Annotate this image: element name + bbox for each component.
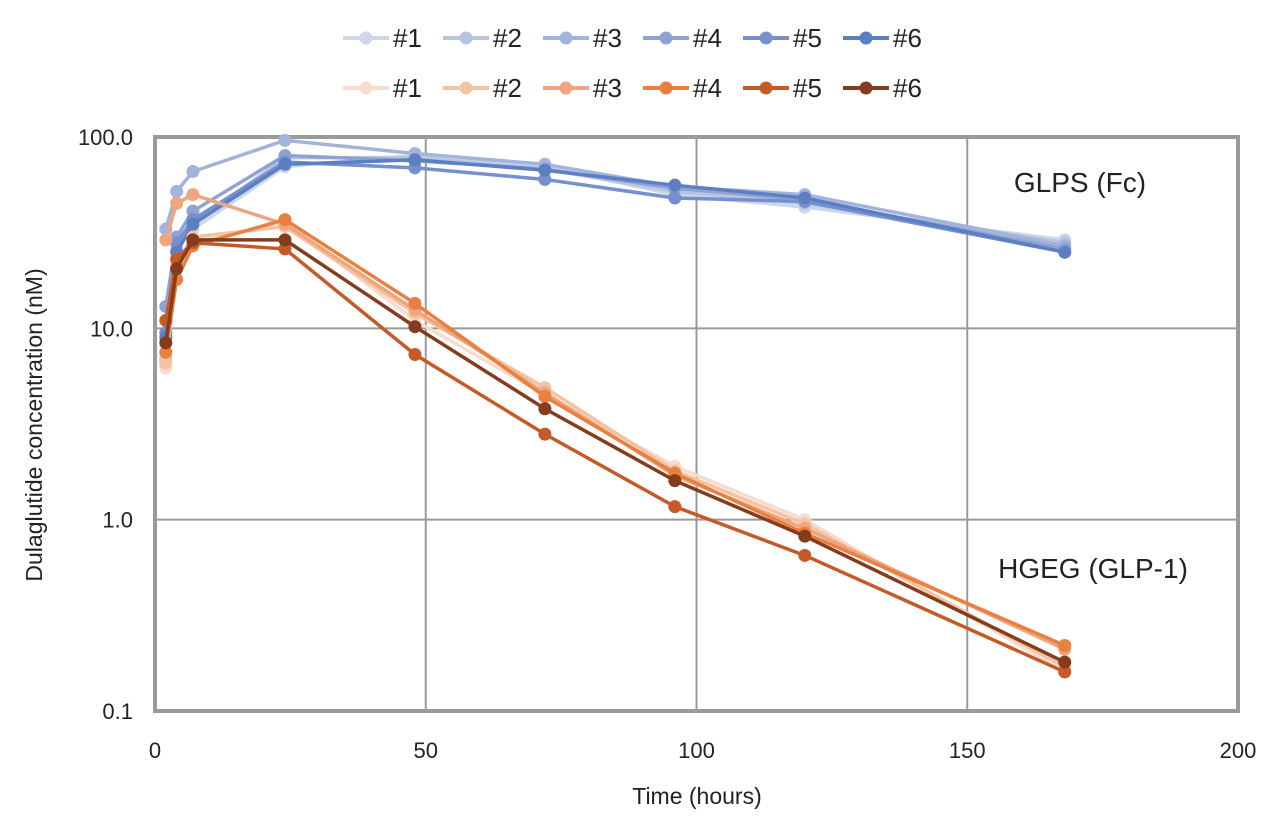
data-point [278, 213, 292, 227]
legend-item-glps-3: #3 [543, 23, 622, 53]
data-point [668, 178, 682, 192]
legend-label: #2 [493, 23, 522, 53]
data-point [668, 500, 682, 514]
series-hgeg-5 [159, 236, 1072, 679]
data-point [186, 217, 200, 231]
legend-item-hgeg-6: #6 [843, 73, 922, 103]
data-point [186, 188, 200, 202]
data-point [408, 296, 422, 310]
series-layer [159, 133, 1072, 679]
legend-item-hgeg-1: #1 [343, 73, 422, 103]
legend-label: #4 [693, 73, 722, 103]
series-line [164, 160, 1066, 333]
data-point [278, 233, 292, 247]
legend: #1 #2 #3 #4 #5 #6 #1 #2 #3 #4 #5 #6 [343, 23, 922, 103]
data-point [538, 402, 552, 416]
y-tick-label: 1.0 [102, 508, 133, 533]
legend-item-glps-5: #5 [743, 23, 822, 53]
legend-swatch-marker [559, 81, 573, 95]
legend-label: #2 [493, 73, 522, 103]
legend-swatch-marker [659, 81, 673, 95]
data-point [408, 320, 422, 334]
data-point [538, 390, 552, 404]
data-point [798, 191, 812, 205]
x-tick-label: 100 [678, 738, 715, 763]
data-point [668, 191, 682, 205]
data-point [668, 474, 682, 488]
grid-lines [155, 137, 1238, 711]
legend-item-hgeg-2: #2 [443, 73, 522, 103]
legend-label: #4 [693, 23, 722, 53]
data-point [159, 233, 173, 247]
legend-item-glps-6: #6 [843, 23, 922, 53]
data-point [408, 153, 422, 167]
series-line [164, 241, 1066, 674]
data-point [186, 233, 200, 247]
legend-item-glps-2: #2 [443, 23, 522, 53]
y-axis: 0.1 1.0 10.0 100.0 [78, 125, 133, 724]
data-point [159, 336, 173, 350]
data-point [170, 196, 184, 210]
data-point [798, 548, 812, 562]
data-point [159, 345, 173, 359]
x-tick-label: 200 [1220, 738, 1257, 763]
y-tick-label: 100.0 [78, 125, 133, 150]
legend-label: #3 [593, 23, 622, 53]
legend-label: #6 [893, 73, 922, 103]
data-point [278, 133, 292, 147]
data-point [1058, 655, 1072, 669]
data-point [186, 165, 200, 179]
legend-swatch-marker [759, 81, 773, 95]
legend-label: #5 [793, 73, 822, 103]
data-point [538, 427, 552, 441]
series-hgeg-6 [159, 233, 1072, 669]
series-line [164, 238, 1066, 664]
plot-frame [153, 135, 1240, 713]
legend-label: #1 [393, 73, 422, 103]
data-point [1058, 245, 1072, 259]
data-point [538, 163, 552, 177]
data-point [159, 356, 173, 370]
data-point [1058, 638, 1072, 652]
data-point [278, 242, 292, 256]
legend-label: #1 [393, 23, 422, 53]
legend-item-hgeg-4: #4 [643, 73, 722, 103]
legend-label: #3 [593, 73, 622, 103]
annotation-hgeg: HGEG (GLP-1) [998, 553, 1188, 584]
legend-item-glps-1: #1 [343, 23, 422, 53]
x-tick-label: 0 [149, 738, 161, 763]
legend-swatch-marker [559, 31, 573, 45]
data-point [170, 184, 184, 198]
x-tick-label: 50 [414, 738, 438, 763]
legend-swatch-marker [759, 31, 773, 45]
x-tick-label: 150 [949, 738, 986, 763]
data-point [798, 529, 812, 543]
y-tick-label: 10.0 [90, 316, 133, 341]
legend-item-glps-4: #4 [643, 23, 722, 53]
x-axis: 0 50 100 150 200 [149, 738, 1256, 763]
legend-swatch-marker [359, 31, 373, 45]
legend-swatch-marker [659, 31, 673, 45]
legend-swatch-marker [859, 81, 873, 95]
data-point [170, 262, 184, 276]
legend-swatch-marker [359, 81, 373, 95]
data-point [408, 347, 422, 361]
legend-swatch-marker [459, 31, 473, 45]
legend-swatch-marker [859, 31, 873, 45]
data-point [278, 157, 292, 171]
legend-label: #6 [893, 23, 922, 53]
data-point [538, 172, 552, 186]
legend-swatch-marker [459, 81, 473, 95]
data-point [1058, 665, 1072, 679]
y-axis-title: Dulaglutide concentration (nM) [21, 268, 47, 581]
legend-item-hgeg-5: #5 [743, 73, 822, 103]
x-axis-title: Time (hours) [632, 783, 762, 809]
annotation-glps: GLPS (Fc) [1014, 167, 1146, 198]
legend-label: #5 [793, 23, 822, 53]
y-tick-label: 0.1 [102, 699, 133, 724]
legend-item-hgeg-3: #3 [543, 73, 622, 103]
